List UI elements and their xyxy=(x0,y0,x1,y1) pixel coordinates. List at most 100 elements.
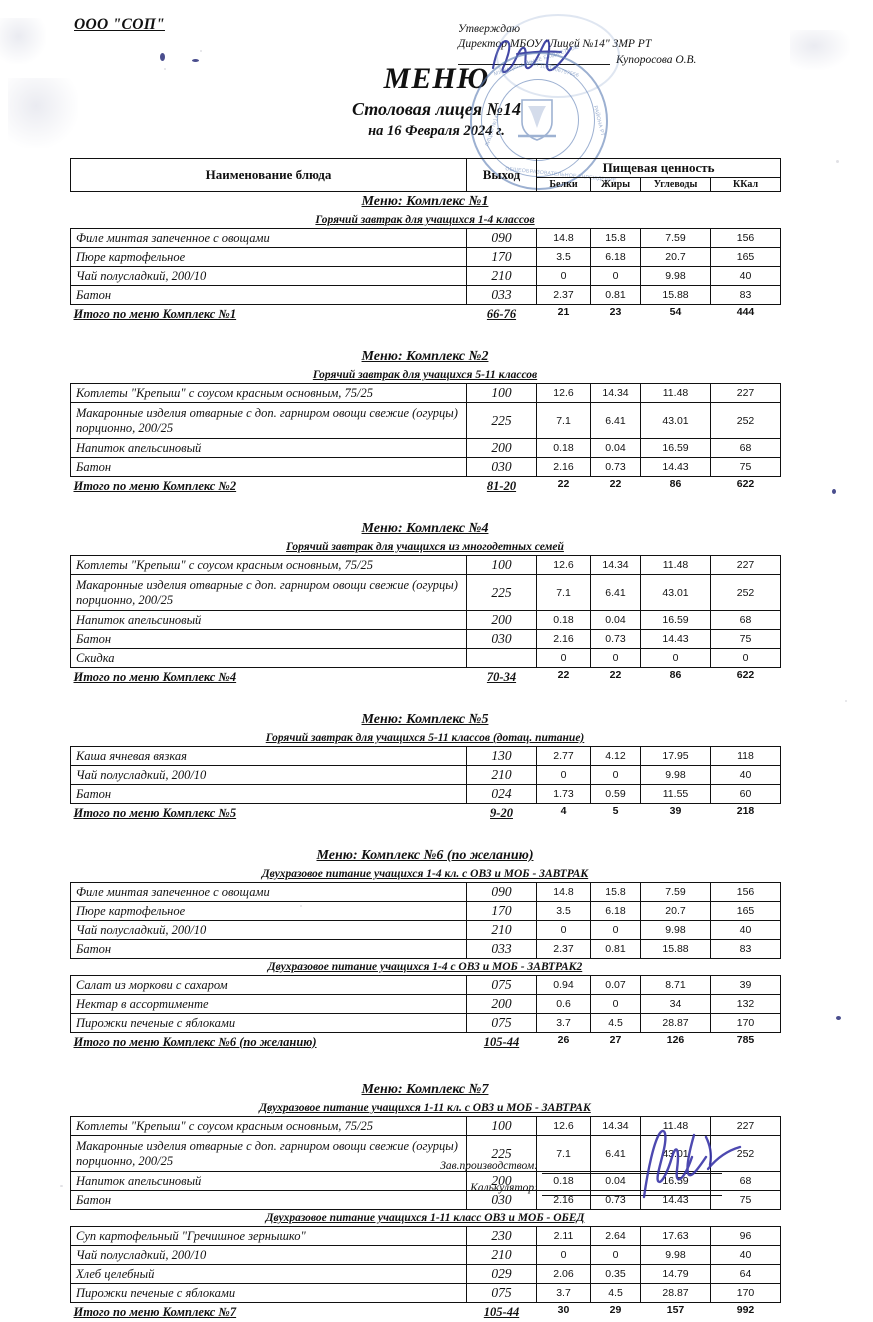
scan-speck-4 xyxy=(60,1185,63,1187)
dish-fat-cell: 14.34 xyxy=(590,555,641,575)
dish-protein-cell: 12.6 xyxy=(536,1116,591,1136)
dish-name-cell: Чай полусладкий, 200/10 xyxy=(70,1245,467,1265)
total-output-cell: 66-76 xyxy=(486,306,517,321)
page-title: МЕНЮ xyxy=(383,62,490,95)
dish-name-cell: Чай полусладкий, 200/10 xyxy=(70,920,467,940)
dish-fat-cell: 0.04 xyxy=(590,1171,641,1191)
page-subtitle: Столовая лицея №14 xyxy=(352,99,521,119)
dish-carbs-cell: 14.43 xyxy=(640,457,711,477)
total-fat-cell: 22 xyxy=(609,478,622,490)
complex-title: Меню: Комплекс №5 xyxy=(361,712,489,727)
complex-total-row: Итого по меню Комплекс №5 9-20 4 5 39 218 xyxy=(71,804,781,823)
total-carbs-cell: 39 xyxy=(669,805,682,817)
dish-name-cell: Котлеты "Крепыш" с соусом красным основн… xyxy=(70,555,467,575)
dish-fat-cell: 6.18 xyxy=(590,901,641,921)
menu-items-table: Каша ячневая вязкая 130 2.77 4.12 17.95 118 Ча… xyxy=(70,746,781,823)
dish-fat-cell: 14.34 xyxy=(590,1116,641,1136)
dish-name-cell: Филе минтая запеченное с овощами xyxy=(70,882,467,902)
complex-section-subtitle: Двухразовое питание учащихся 1-11 кл. с … xyxy=(259,1102,591,1114)
total-carbs-cell: 86 xyxy=(669,478,682,490)
dish-fat-cell: 0 xyxy=(590,648,641,668)
scan-smudge-topleft xyxy=(0,18,46,64)
dish-carbs-cell: 8.71 xyxy=(640,975,711,995)
dish-kcal-cell: 83 xyxy=(710,939,781,959)
dish-kcal-cell: 170 xyxy=(710,1013,781,1033)
menu-items-table: Котлеты "Крепыш" с соусом красным основн… xyxy=(70,1116,781,1210)
dish-fat-cell: 0 xyxy=(590,1245,641,1265)
ink-dot-c xyxy=(832,489,836,494)
dish-fat-cell: 0.04 xyxy=(590,610,641,630)
dish-carbs-cell: 15.88 xyxy=(640,939,711,959)
dish-output-cell: 200 xyxy=(466,438,537,458)
dish-fat-cell: 4.5 xyxy=(590,1013,641,1033)
dish-fat-cell: 6.41 xyxy=(590,402,641,439)
dish-output-cell: 200 xyxy=(466,610,537,630)
dish-carbs-cell: 16.59 xyxy=(640,610,711,630)
dish-output-cell: 230 xyxy=(466,1226,537,1246)
total-fat-cell: 5 xyxy=(612,805,619,817)
total-output-cell: 105-44 xyxy=(483,1034,520,1049)
dish-protein-cell: 2.11 xyxy=(536,1226,591,1246)
scan-speck-3 xyxy=(836,160,839,163)
dish-protein-cell: 0 xyxy=(536,765,591,785)
menu-document-page: ООО "СОП" Утверждаю Директор МБОУ "Лицей… xyxy=(0,14,850,1319)
dish-output-cell: 090 xyxy=(466,882,537,902)
dish-kcal-cell: 227 xyxy=(710,1116,781,1136)
approve-director: Директор МБОУ "Лицей №14" ЗМР РТ xyxy=(458,38,652,50)
dish-name-cell: Пюре картофельное xyxy=(70,901,467,921)
dish-fat-cell: 15.8 xyxy=(590,882,641,902)
dish-protein-cell: 3.7 xyxy=(536,1013,591,1033)
dish-carbs-cell: 17.95 xyxy=(640,746,711,766)
ink-dot-d xyxy=(836,1016,841,1020)
dish-fat-cell: 0 xyxy=(590,765,641,785)
dish-output-cell: 225 xyxy=(466,1135,537,1172)
total-kcal-cell: 218 xyxy=(736,805,755,817)
dish-output-cell: 090 xyxy=(466,228,537,248)
dish-name-cell: Батон xyxy=(70,457,467,477)
dish-kcal-cell: 40 xyxy=(710,1245,781,1265)
dish-name-cell: Филе минтая запеченное с овощами xyxy=(70,228,467,248)
dish-fat-cell: 0 xyxy=(590,994,641,1014)
dish-carbs-cell: 9.98 xyxy=(640,765,711,785)
dish-name-cell: Суп картофельный "Гречишное зернышко" xyxy=(70,1226,467,1246)
footer-row-production: Зав.производством: xyxy=(440,1160,800,1182)
table-row: Каша ячневая вязкая 130 2.77 4.12 17.95 118 xyxy=(70,746,781,766)
dish-output-cell: 210 xyxy=(466,920,537,940)
total-label-cell: Итого по меню Комплекс №7 xyxy=(73,1304,237,1319)
total-protein-cell: 4 xyxy=(560,805,567,817)
dish-output-cell: 100 xyxy=(466,383,537,403)
complex-section-subtitle: Горячий завтрак для учащихся из многодет… xyxy=(286,541,564,553)
total-output-cell: 9-20 xyxy=(490,805,513,820)
dish-name-cell: Хлеб целебный xyxy=(70,1264,467,1284)
dish-output-cell: 030 xyxy=(466,629,537,649)
dish-protein-cell: 2.37 xyxy=(536,285,591,305)
total-kcal-cell: 992 xyxy=(736,1304,755,1316)
complex-total-row: Итого по меню Комплекс №2 81-20 22 22 86 622 xyxy=(71,477,781,496)
dish-fat-cell: 0.73 xyxy=(590,629,641,649)
complex-section-subtitle: Горячий завтрак для учащихся 1-4 классов xyxy=(315,214,535,226)
dish-fat-cell: 0.81 xyxy=(590,285,641,305)
dish-carbs-cell: 16.59 xyxy=(640,438,711,458)
complex-title: Меню: Комплекс №7 xyxy=(361,1082,489,1097)
total-carbs-cell: 126 xyxy=(666,1034,685,1046)
table-row: Нектар в ассортименте 200 0.6 0 34 132 xyxy=(70,994,781,1014)
dish-name-cell: Напиток апельсиновый xyxy=(70,438,467,458)
total-protein-cell: 22 xyxy=(557,478,570,490)
total-output-cell: 105-44 xyxy=(483,1304,520,1319)
menu-complex: Меню: Комплекс №6 (по желанию) Двухразово… xyxy=(70,846,781,1052)
dish-output-cell: 210 xyxy=(466,266,537,286)
dish-protein-cell: 7.1 xyxy=(536,402,591,439)
dish-kcal-cell: 40 xyxy=(710,765,781,785)
complex-title: Меню: Комплекс №1 xyxy=(361,194,489,209)
dish-carbs-cell: 7.59 xyxy=(640,882,711,902)
dish-name-cell: Пюре картофельное xyxy=(70,247,467,267)
dish-output-cell: 033 xyxy=(466,939,537,959)
dish-carbs-cell: 20.7 xyxy=(640,247,711,267)
dish-name-cell: Котлеты "Крепыш" с соусом красным основн… xyxy=(70,383,467,403)
table-row: Пирожки печеные с яблоками 075 3.7 4.5 28.87… xyxy=(70,1283,781,1303)
dish-output-cell: 030 xyxy=(466,457,537,477)
dish-output-cell xyxy=(466,648,537,668)
dish-fat-cell: 4.12 xyxy=(590,746,641,766)
